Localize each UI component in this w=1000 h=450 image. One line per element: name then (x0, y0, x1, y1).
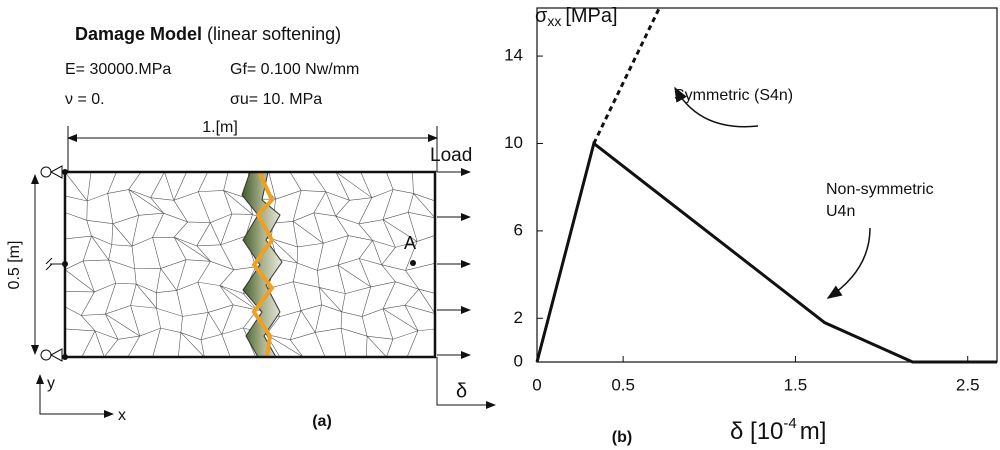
load-label: Load (430, 145, 472, 166)
axis-x-label: x (118, 407, 126, 424)
height-label: 0.5 [m] (6, 241, 23, 290)
param: E= 30000.MPa (65, 61, 171, 78)
annotation-arrow (828, 228, 870, 298)
x-tick-label: 0.5 (611, 375, 635, 394)
x-tick-label: 0 (532, 375, 541, 394)
title-rest: (linear softening) (207, 24, 341, 44)
point-label: A (404, 233, 416, 253)
caption: (a) (312, 413, 332, 430)
x-open: [10 (750, 418, 783, 445)
load-arrows (437, 172, 470, 355)
figure: Damage Model (linear softening) E= 30000… (0, 0, 1000, 450)
series-line (594, 8, 659, 143)
y-tick-label: 2 (514, 308, 523, 327)
displacement-label: δ (456, 380, 467, 402)
x-superscript: -4 (783, 415, 796, 432)
x-symbol: δ (730, 418, 743, 445)
caption: (b) (612, 429, 632, 446)
param: Gf= 0.100 Nw/mm (230, 61, 359, 78)
y-tick-label: 6 (514, 220, 523, 239)
width-label: 1.[m] (202, 119, 238, 136)
annotation: U4n (826, 203, 855, 220)
series-line (537, 143, 997, 362)
y-axis-label: σxx[MPa] (535, 5, 618, 28)
x-close: m] (800, 418, 827, 445)
param: ν = 0. (65, 91, 105, 108)
y-subscript: xx (547, 13, 561, 29)
x-tick-label: 2.5 (956, 375, 980, 394)
y-tick-label: 10 (504, 133, 523, 152)
title: Damage Model (linear softening) (75, 24, 341, 44)
title-bold: Damage Model (75, 24, 202, 44)
supports (41, 166, 62, 361)
annotation: Symmetric (S4n) (674, 87, 793, 104)
param: σu= 10. MPa (230, 91, 322, 108)
point-a (410, 260, 416, 266)
panel-a: Damage Model (linear softening) E= 30000… (6, 24, 495, 430)
x-tick-label: 1.5 (784, 375, 808, 394)
axis-y-label: y (47, 375, 55, 392)
annotation: Non-symmetric (826, 181, 934, 198)
y-tick-label: 14 (504, 46, 523, 65)
y-tick-label: 0 (514, 351, 523, 370)
